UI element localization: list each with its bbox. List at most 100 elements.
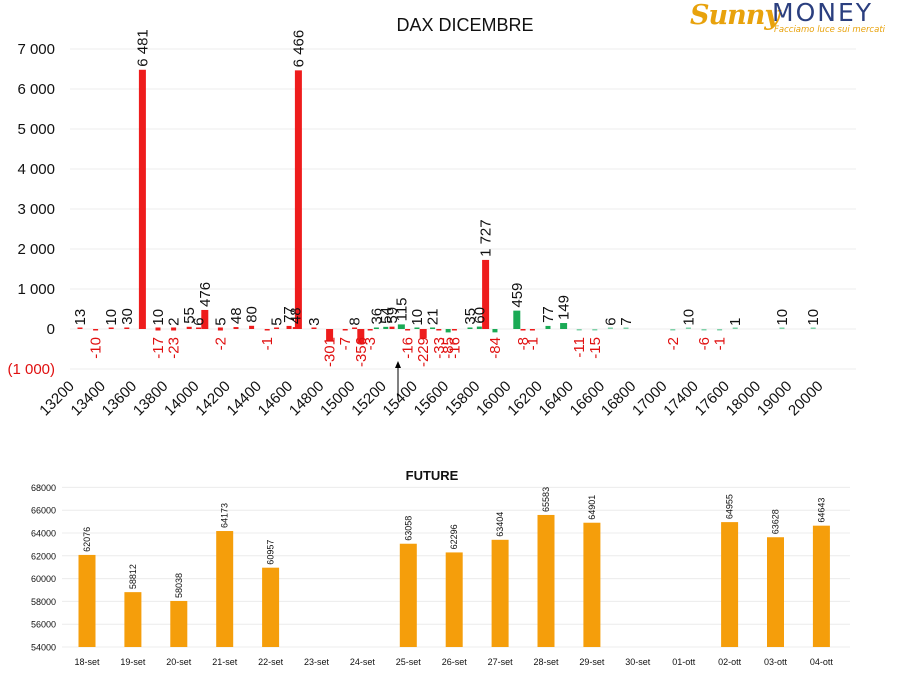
dax-bar [467,327,473,329]
dax-data-label: 10 [150,309,167,326]
dax-x-tick-label: 17600 [692,378,734,420]
dax-x-tick-label: 15400 [380,378,422,420]
dax-bar [264,329,270,331]
dax-data-label: 1 [727,318,744,326]
dax-bar [389,326,395,329]
future-bar [812,525,830,647]
dax-bar [445,329,451,333]
future-x-tick-label: 30-set [625,657,651,667]
dax-x-tick-label: 16400 [536,378,578,420]
dax-data-label: 13 [72,309,89,326]
dax-data-label: 3 [306,318,323,326]
dax-y-tick-label: (1 000) [7,361,55,378]
dax-data-label: 48 [228,307,245,324]
dax-y-tick-label: 3 000 [17,201,55,218]
dax-x-tick-label: 20000 [785,378,827,420]
future-x-tick-label: 23-set [304,657,330,667]
dax-x-axis-ticks: 1320013400136001380014000142001440014600… [36,378,826,420]
future-x-tick-label: 26-set [442,657,468,667]
dax-data-label: -1 [712,337,729,350]
dax-data-label: 60 [471,307,488,324]
dax-data-label: 10 [103,309,120,326]
future-y-tick-label: 62000 [31,551,56,561]
dax-bar [217,327,223,329]
dax-bar [171,327,177,329]
future-data-label: 64955 [725,494,735,519]
future-chart-title: FUTURE [406,468,459,483]
dax-data-label: 6 481 [134,29,151,67]
future-bar [537,514,555,647]
future-x-tick-label: 21-set [212,657,238,667]
dax-data-label: -301 [322,337,339,367]
dax-data-label: -7 [337,337,354,350]
dax-x-tick-label: 19000 [754,378,796,420]
future-x-tick-label: 19-set [120,657,146,667]
dax-bar [560,323,568,329]
dax-data-label: 1 727 [478,219,495,257]
dax-data-label: 10 [409,309,426,326]
dax-data-label: -23 [166,337,183,359]
dax-x-tick-label: 15600 [411,378,453,420]
future-bar [78,554,96,647]
dax-data-label: -3 [362,337,379,350]
future-y-tick-label: 68000 [31,483,56,493]
dax-bar [701,329,707,331]
dax-bar [529,329,535,331]
dax-y-tick-label: 4 000 [17,161,55,178]
future-bar [445,552,463,647]
future-x-tick-label: 02-ott [718,657,742,667]
dax-data-label: -11 [571,337,588,358]
dax-data-label: 2 [166,318,183,326]
dax-x-tick-label: 14800 [286,378,328,420]
future-x-axis-ticks: 18-set 19-set 20-set 21-set 22-set 23-set 24-s… [74,657,833,667]
dax-y-tick-label: 5 000 [17,121,55,138]
dax-y-tick-label: 7 000 [17,41,55,58]
future-x-tick-label: 04-ott [810,657,834,667]
dax-data-label: 35 [462,308,479,325]
dax-data-label: 476 [197,282,214,307]
dax-y-tick-label: 6 000 [17,81,55,98]
dax-bar [383,326,389,329]
dax-bar [430,327,436,329]
dax-data-label: 36 [368,308,385,325]
dax-bar [124,327,130,329]
dax-x-tick-label: 15000 [317,378,359,420]
up-arrow-annotation [395,361,401,400]
future-data-label: 58038 [174,573,184,598]
dax-data-label: 55 [181,307,198,324]
dax-x-tick-label: 16000 [473,378,515,420]
dax-data-label: -8 [515,337,532,350]
future-x-tick-label: 27-set [488,657,514,667]
future-y-tick-label: 60000 [31,574,56,584]
future-data-label: 63404 [495,512,505,537]
dax-data-label: -16 [446,337,463,359]
dax-bar [138,69,146,329]
dax-data-label: 459 [509,283,526,308]
future-bar [399,543,417,647]
dax-data-label: -229 [415,337,432,367]
dax-x-tick-label: 14400 [224,378,266,420]
dax-x-tick-label: 17400 [660,378,702,420]
future-y-tick-label: 58000 [31,597,56,607]
dax-data-label: 6 [191,317,208,325]
dax-bar [451,329,457,331]
logo-money-text: MONEY [772,0,874,27]
dax-x-tick-label: 13200 [36,378,78,420]
dax-data-label: -6 [696,337,713,350]
dax-bar [367,329,373,331]
dax-data-label: -356 [353,337,370,367]
dax-data-label: -15 [587,337,604,359]
future-y-axis-ticks: 54000 56000 58000 60000 62000 64000 66000 68000 [31,483,56,653]
dax-bar [201,309,209,329]
dax-bar [274,327,280,329]
dax-bar [217,329,223,331]
dax-bar [419,329,427,339]
dax-data-label: 10 [774,309,791,326]
dax-data-label: 10 [805,309,822,326]
future-y-tick-label: 54000 [31,643,56,653]
dax-data-label: -2 [665,337,682,350]
dax-data-label: 149 [556,295,573,320]
future-chart: FUTURE 54000 56000 58000 60000 62000 64000 660… [31,468,850,667]
future-data-labels: 62076 58812 58038 64173 60957 63058 62296 63404… [82,487,826,598]
future-bar [583,522,601,647]
